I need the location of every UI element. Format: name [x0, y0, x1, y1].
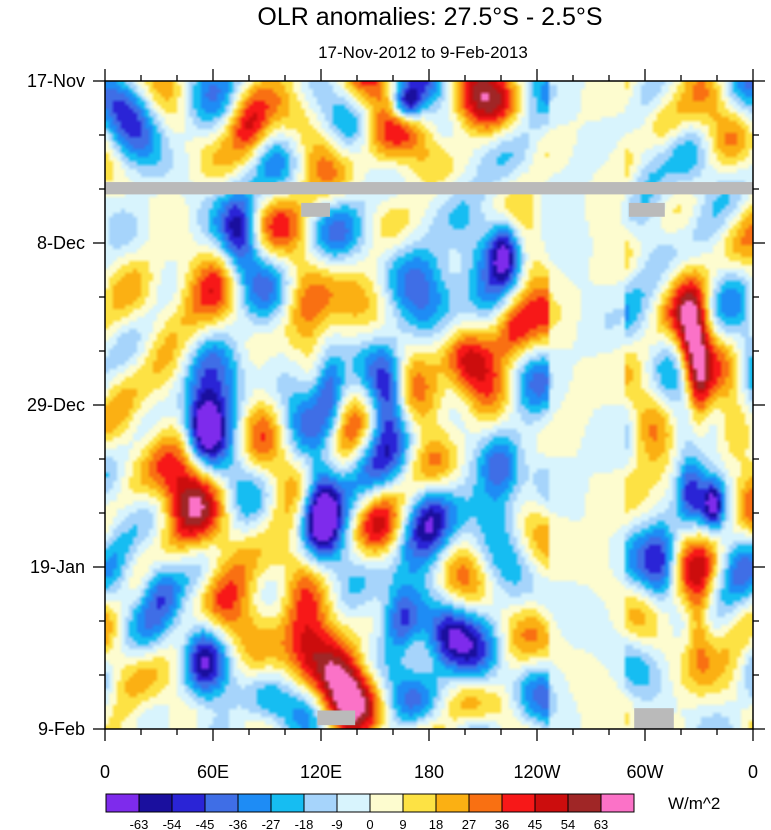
colorbar-label: -18: [295, 817, 314, 830]
colorbar-units: W/m^2: [668, 794, 720, 813]
colorbar-label: 63: [594, 817, 608, 830]
missing-data-rect: [317, 710, 356, 726]
colorbar-swatch: [369, 793, 404, 813]
colorbar: -63 -54 -45 -36 -27 -18 -9 0 9 18 27 36 45 54 63: [105, 793, 635, 830]
y-tick-label: 9-Feb: [38, 719, 85, 739]
colorbar-label: 45: [528, 817, 542, 830]
anomaly-field-image: [105, 81, 753, 729]
x-tick-label: 180: [414, 762, 444, 782]
chart-subtitle: 17-Nov-2012 to 9-Feb-2013: [318, 43, 528, 62]
missing-data-layer: [105, 182, 753, 729]
x-tick-label: 0: [748, 762, 758, 782]
colorbar-swatch: [600, 793, 635, 813]
missing-data-rect: [628, 202, 665, 217]
missing-data-rect: [634, 708, 674, 729]
x-axis: 0 60E 120E 180 120W 60W 0: [100, 69, 758, 782]
heatmap-field: [105, 81, 753, 729]
colorbar-label: 18: [429, 817, 443, 830]
x-tick-label: 120E: [300, 762, 342, 782]
colorbar-swatch: [171, 793, 206, 813]
colorbar-label: 54: [561, 817, 575, 830]
y-tick-label: 17-Nov: [27, 71, 85, 91]
colorbar-label: 0: [366, 817, 373, 830]
colorbar-swatch: [336, 793, 371, 813]
missing-data-rect: [105, 182, 753, 195]
x-tick-label: 60W: [626, 762, 663, 782]
y-tick-label: 29-Dec: [27, 395, 85, 415]
colorbar-label: 36: [495, 817, 509, 830]
colorbar-swatch: [237, 793, 272, 813]
colorbar-label: -9: [331, 817, 343, 830]
colorbar-label: -45: [196, 817, 215, 830]
colorbar-swatch: [138, 793, 173, 813]
colorbar-swatch: [435, 793, 470, 813]
colorbar-swatch: [402, 793, 437, 813]
colorbar-swatch: [270, 793, 305, 813]
colorbar-swatch: [204, 793, 239, 813]
colorbar-label: -36: [229, 817, 248, 830]
x-tick-label: 60E: [197, 762, 229, 782]
chart-title: OLR anomalies: 27.5°S - 2.5°S: [257, 3, 602, 31]
colorbar-label: 9: [399, 817, 406, 830]
colorbar-label: -27: [262, 817, 281, 830]
x-tick-label: 120W: [513, 762, 560, 782]
y-tick-label: 8-Dec: [37, 233, 85, 253]
colorbar-swatch: [534, 793, 569, 813]
colorbar-swatch: [105, 793, 140, 813]
colorbar-swatch: [501, 793, 536, 813]
missing-data-rect: [301, 202, 330, 217]
colorbar-swatch: [303, 793, 338, 813]
colorbar-label: -54: [163, 817, 182, 830]
colorbar-label: -63: [130, 817, 149, 830]
x-tick-label: 0: [100, 762, 110, 782]
y-axis: 17-Nov 8-Dec 29-Dec 19-Jan 9-Feb: [27, 71, 765, 739]
y-tick-label: 19-Jan: [30, 557, 85, 577]
colorbar-swatch: [567, 793, 602, 813]
colorbar-swatch: [468, 793, 503, 813]
colorbar-label: 27: [462, 817, 476, 830]
